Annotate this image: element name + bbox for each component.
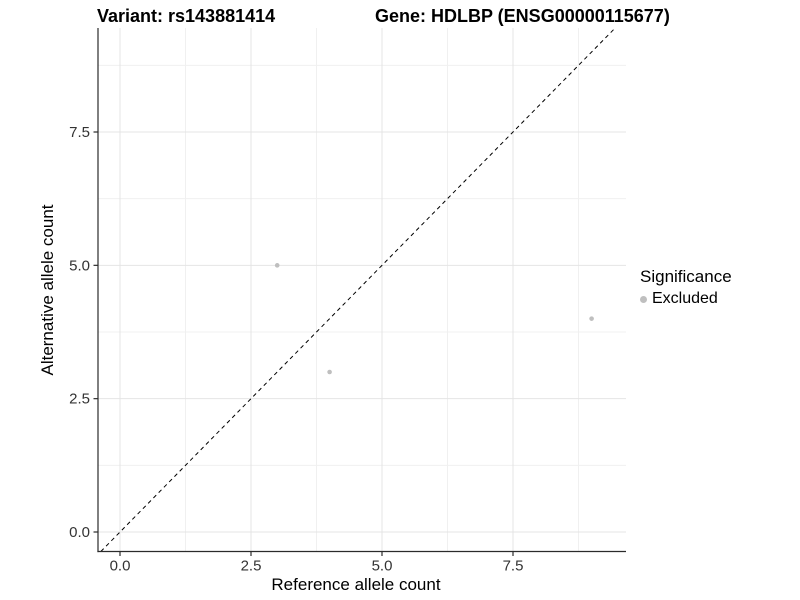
variant-title: Variant: rs143881414 — [97, 6, 276, 26]
legend-title: Significance — [640, 267, 732, 286]
y-axis-label: Alternative allele count — [38, 204, 57, 376]
y-tick-label: 2.5 — [69, 391, 90, 408]
y-tick-label: 0.0 — [69, 524, 90, 541]
data-point — [327, 369, 332, 375]
legend-item-excluded: Excluded — [640, 290, 732, 308]
x-tick-label: 2.5 — [241, 558, 262, 575]
legend: Significance Excluded — [640, 267, 732, 308]
legend-item-label: Excluded — [652, 290, 718, 307]
x-tick-label: 0.0 — [110, 558, 131, 575]
gene-title: Gene: HDLBP (ENSG00000115677) — [375, 6, 670, 26]
legend-point-icon — [640, 295, 647, 303]
x-tick-label: 7.5 — [503, 558, 524, 575]
y-tick-label: 7.5 — [69, 124, 90, 141]
identity-line — [100, 27, 616, 552]
y-tick-label: 5.0 — [69, 257, 90, 274]
x-axis-label: Reference allele count — [271, 575, 441, 594]
data-point — [274, 263, 280, 268]
x-tick-label: 5.0 — [372, 558, 393, 575]
data-point — [589, 316, 594, 321]
